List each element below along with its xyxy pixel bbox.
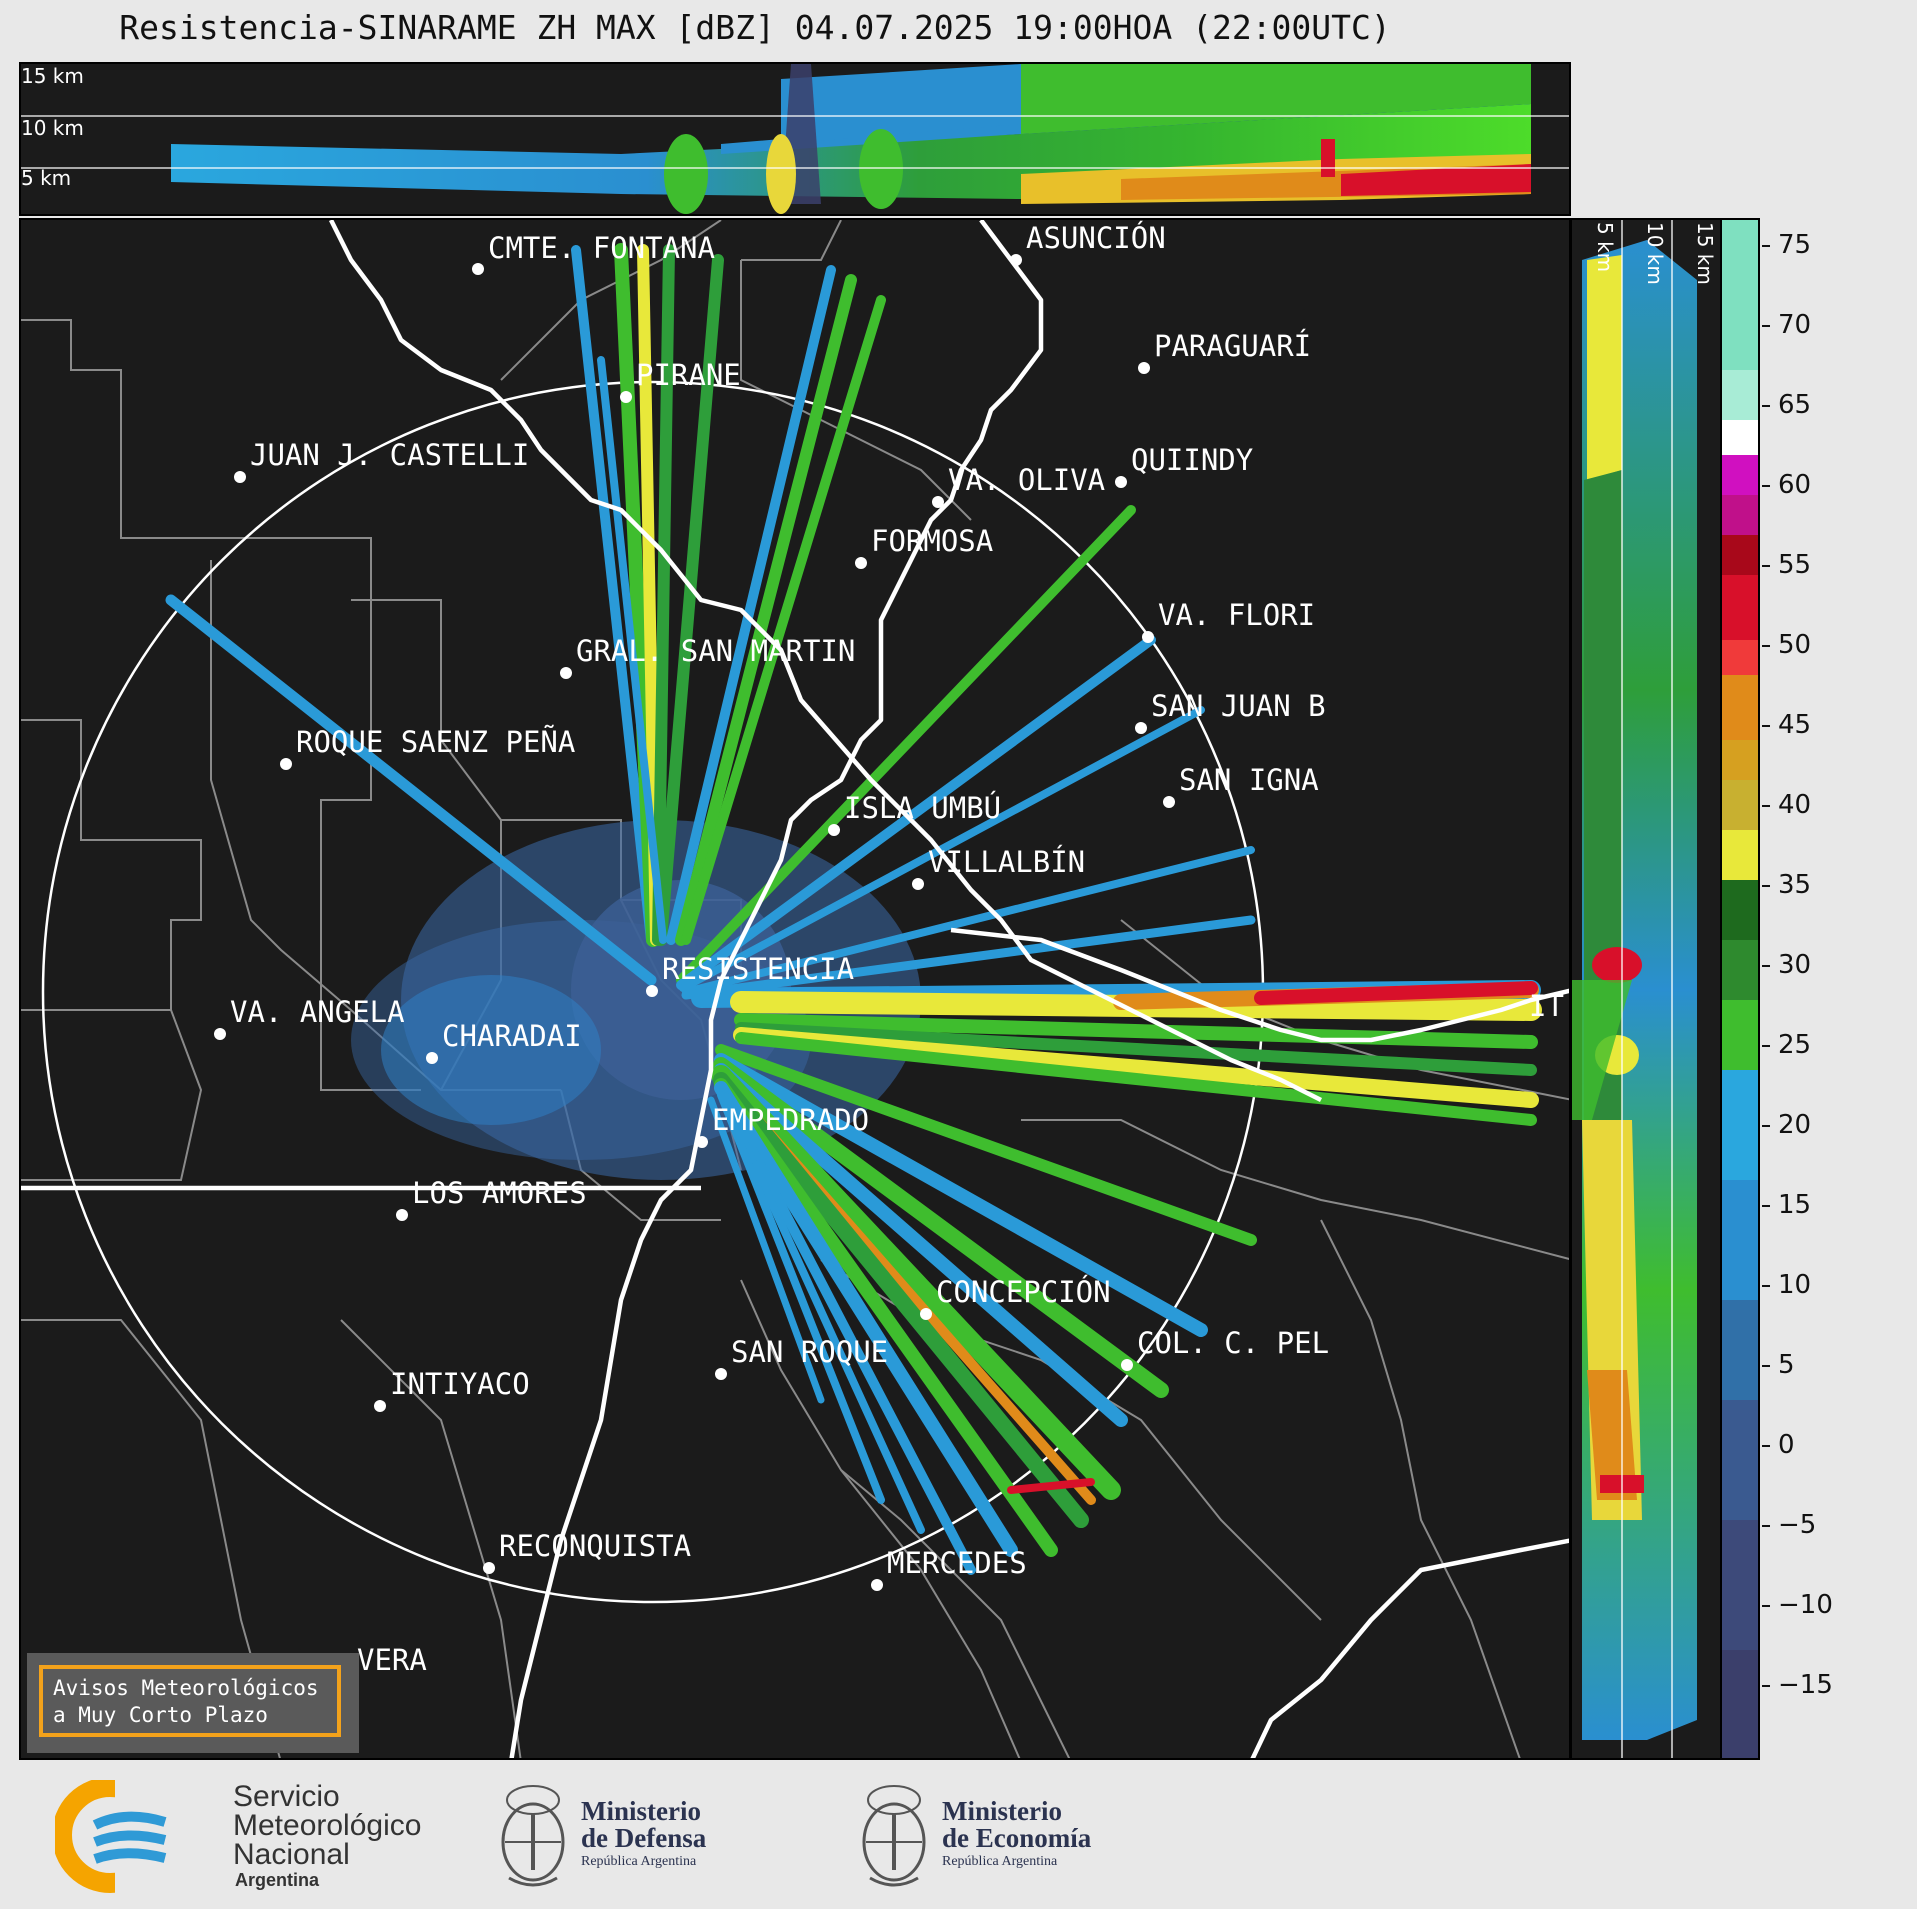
colorbar-tick: 55 <box>1762 550 1811 580</box>
colorbar-tick: 40 <box>1762 790 1811 820</box>
notice-line-2: a Muy Corto Plazo <box>53 1703 268 1727</box>
city-label-va-flori: VA. FLORI <box>1158 598 1315 632</box>
smn-line-1: Servicio <box>233 1780 340 1813</box>
colorbar-tick: 25 <box>1762 1030 1811 1060</box>
right-cross-section-panel: 5 km 10 km 15 km <box>1570 218 1722 1760</box>
city-label-concepcion: CONCEPCIÓN <box>936 1275 1111 1309</box>
colorbar-tick: 50 <box>1762 630 1811 660</box>
smn-line-3: Nacional <box>233 1838 350 1871</box>
economia-line-2: de Economía <box>942 1823 1092 1853</box>
right-height-label-15: 15 km <box>1693 222 1717 285</box>
city-label-charadai: CHARADAI <box>442 1019 582 1053</box>
city-label-paraguari: PARAGUARÍ <box>1154 329 1311 363</box>
radar-echo-rays <box>165 243 1542 1575</box>
colorbar-tick: 45 <box>1762 710 1811 740</box>
colorbar-tick: 20 <box>1762 1110 1811 1140</box>
city-label-villalbin: VILLALBÍN <box>928 845 1085 879</box>
chart-title: Resistencia-SINARAME ZH MAX [dBZ] 04.07.… <box>119 8 1391 47</box>
economia-wordmark: Ministerio de Economía República Argenti… <box>942 1798 1091 1872</box>
radar-map: CMTE. FONTANA ASUNCIÓN PARAGUARÍ PIRANE … <box>19 218 1571 1760</box>
colorbar-tick: 75 <box>1762 230 1811 260</box>
city-label-mercedes: MERCEDES <box>887 1546 1027 1580</box>
city-label-formosa: FORMOSA <box>871 524 993 558</box>
colorbar-tick: 0 <box>1762 1430 1795 1460</box>
city-label-roque-saenz-pena: ROQUE SAENZ PEÑA <box>296 725 575 759</box>
colorbar-ticks: 75 70 65 60 55 50 45 40 35 30 25 20 15 1… <box>1762 218 1912 1760</box>
colorbar-tick: 65 <box>1762 390 1811 420</box>
city-label-juan-j-castelli: JUAN J. CASTELLI <box>250 438 529 472</box>
defensa-line-2: de Defensa <box>581 1823 707 1853</box>
defensa-line-1: Ministerio <box>581 1796 701 1826</box>
top-height-label-5: 5 km <box>21 166 71 190</box>
top-cross-section-panel: 15 km 10 km 5 km <box>19 62 1571 216</box>
city-label-va-angela: VA. ANGELA <box>230 995 405 1029</box>
colorbar-tick: −10 <box>1762 1590 1833 1620</box>
right-height-label-5: 5 km <box>1593 222 1617 272</box>
coat-of-arms-icon <box>862 1785 926 1887</box>
city-label-vera: VERA <box>357 1643 427 1677</box>
city-label-it: IT <box>1529 989 1564 1023</box>
city-label-empedrado: EMPEDRADO <box>712 1103 869 1137</box>
ministerio-economia-logo: Ministerio de Economía República Argenti… <box>856 1770 1116 1900</box>
city-label-quiindy: QUIINDY <box>1131 443 1253 477</box>
city-label-col-c-pel: COL. C. PEL <box>1137 1326 1329 1360</box>
smn-wordmark: Servicio Meteorológico Nacional Argentin… <box>233 1782 421 1891</box>
colorbar-tick: −15 <box>1762 1670 1833 1700</box>
city-labels: CMTE. FONTANA ASUNCIÓN PARAGUARÍ PIRANE … <box>230 221 1564 1677</box>
top-height-label-15: 15 km <box>21 64 84 88</box>
coat-of-arms-icon <box>501 1785 565 1887</box>
defensa-line-3: República Argentina <box>581 1854 697 1869</box>
city-label-intiyaco: INTIYACO <box>390 1367 530 1401</box>
city-label-san-juan-b: SAN JUAN B <box>1151 689 1326 723</box>
right-height-label-10: 10 km <box>1643 222 1667 285</box>
city-label-san-roque: SAN ROQUE <box>731 1335 888 1369</box>
defensa-wordmark: Ministerio de Defensa República Argentin… <box>581 1798 706 1872</box>
city-label-cmte-fontana: CMTE. FONTANA <box>488 231 715 265</box>
colorbar-tick: 5 <box>1762 1350 1795 1380</box>
colorbar-tick: 60 <box>1762 470 1811 500</box>
notice-frame: Avisos Meteorológicos a Muy Corto Plazo <box>39 1665 341 1737</box>
city-label-gral-san-martin: GRAL. SAN MARTIN <box>576 634 855 668</box>
colorbar-tick: 15 <box>1762 1190 1811 1220</box>
city-label-san-igna: SAN IGNA <box>1179 763 1319 797</box>
city-label-va-oliva: VA. OLIVA <box>948 463 1105 497</box>
smn-line-2: Meteorológico <box>233 1809 422 1842</box>
smn-line-4: Argentina <box>235 1870 320 1890</box>
colorbar-tick: 35 <box>1762 870 1811 900</box>
colorbar-tick: 70 <box>1762 310 1811 340</box>
economia-line-1: Ministerio <box>942 1796 1062 1826</box>
smn-emblem-icon <box>55 1780 175 1900</box>
city-label-resistencia: RESISTENCIA <box>662 952 854 986</box>
rivers-and-borders <box>21 220 1569 1758</box>
city-label-isla-umbu: ISLA UMBÚ <box>844 791 1001 825</box>
economia-line-3: República Argentina <box>942 1854 1058 1869</box>
ministerio-defensa-logo: Ministerio de Defensa República Argentin… <box>495 1770 755 1900</box>
colorbar-tick: 30 <box>1762 950 1811 980</box>
smn-logo: Servicio Meteorológico Nacional Argentin… <box>55 1762 455 1902</box>
top-height-label-10: 10 km <box>21 116 84 140</box>
footer-logos: Servicio Meteorológico Nacional Argentin… <box>0 1762 1917 1909</box>
notice-line-1: Avisos Meteorológicos <box>53 1676 319 1700</box>
colorbar-tick: −5 <box>1762 1510 1816 1540</box>
city-label-asuncion: ASUNCIÓN <box>1026 221 1166 255</box>
colorbar <box>1720 218 1760 1760</box>
city-label-reconquista: RECONQUISTA <box>499 1529 691 1563</box>
city-markers <box>214 254 1175 1688</box>
city-label-pirane: PIRANE <box>636 358 741 392</box>
city-label-los-amores: LOS AMORES <box>412 1176 587 1210</box>
colorbar-tick: 10 <box>1762 1270 1811 1300</box>
notice-box[interactable]: Avisos Meteorológicos a Muy Corto Plazo <box>27 1653 359 1753</box>
